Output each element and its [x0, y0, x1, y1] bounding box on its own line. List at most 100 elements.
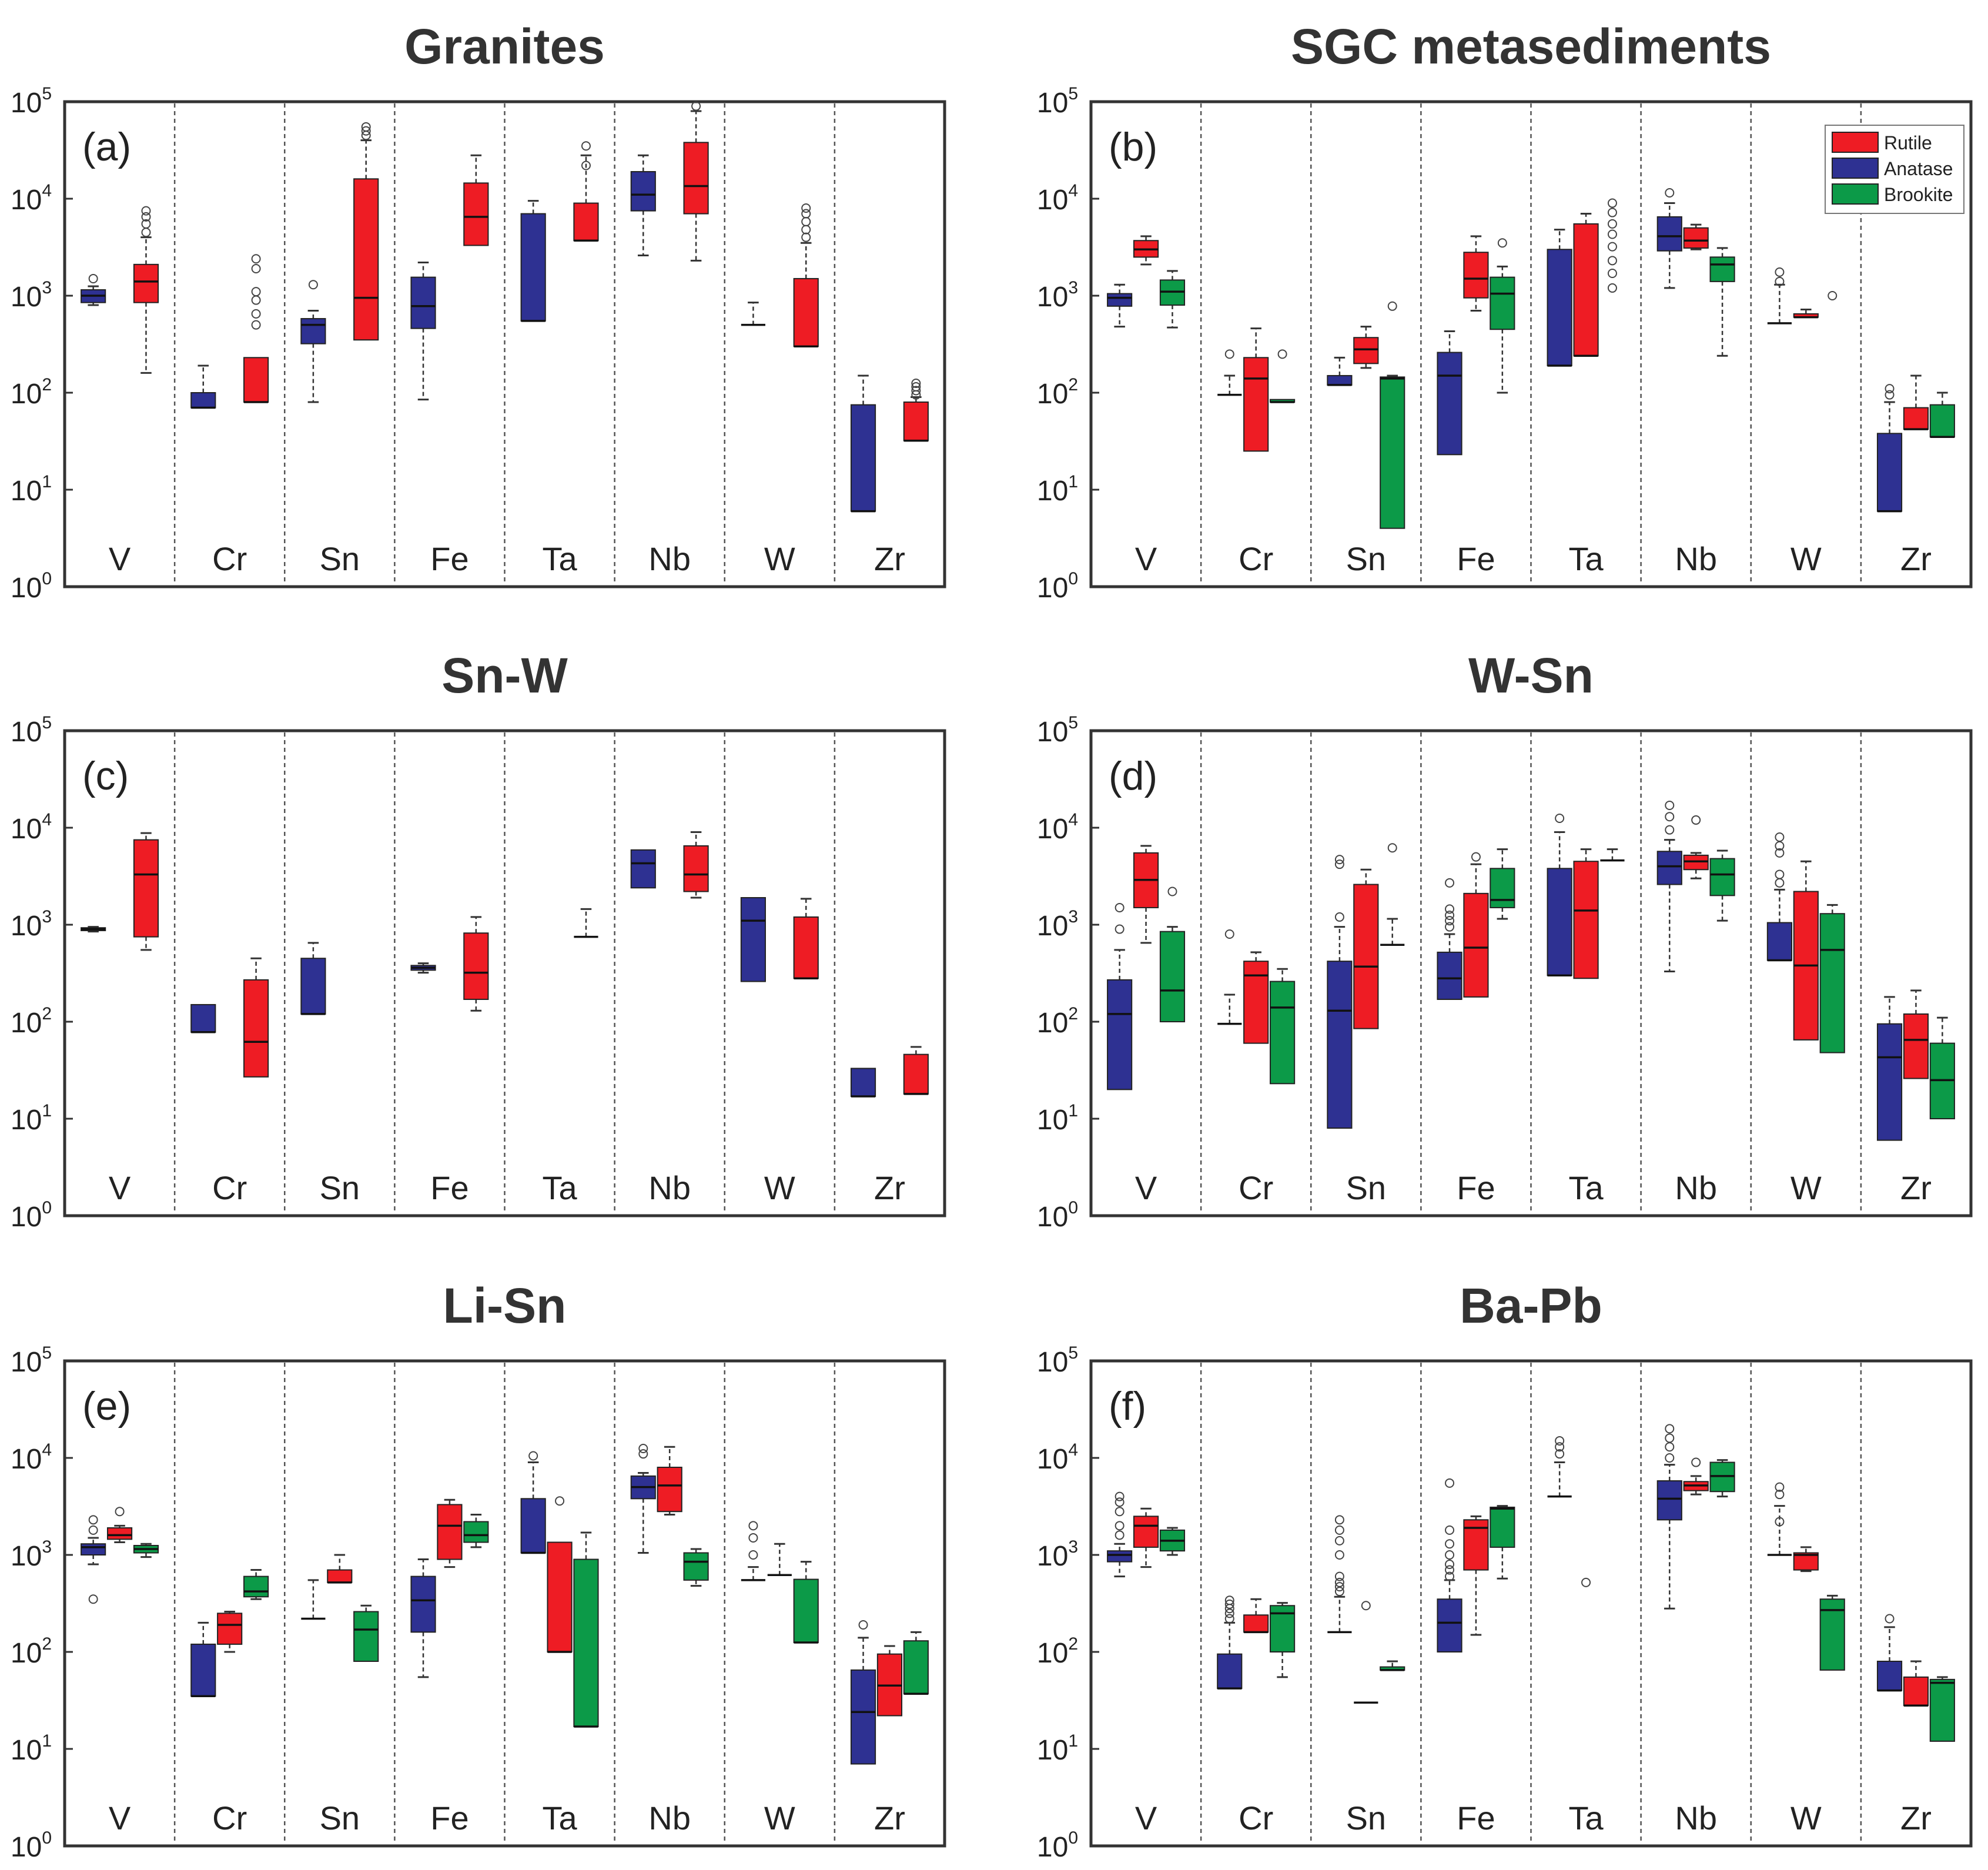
box-Ta-Rutile	[547, 1496, 573, 1653]
box-Sn-Anatase	[1327, 1515, 1352, 1634]
outlier-point	[1445, 878, 1455, 888]
box-W-Anatase	[740, 897, 766, 982]
box-Nb-Rutile	[1683, 1457, 1709, 1496]
element-label-Ta: Ta	[1568, 1799, 1604, 1836]
outlier-point	[1607, 219, 1617, 229]
box-Ta-Brookite	[1600, 848, 1625, 862]
y-tick-label: 103	[1037, 907, 1078, 942]
box-Cr-Anatase	[190, 1003, 216, 1033]
outlier-point	[251, 264, 261, 274]
element-label-Zr: Zr	[874, 540, 905, 577]
box-Zr-Anatase	[1876, 996, 1903, 1141]
iqr-box	[1353, 884, 1379, 1029]
y-tick-label: 103	[1037, 1537, 1078, 1572]
iqr-box	[683, 142, 709, 215]
y-tick-label: 104	[1037, 181, 1078, 216]
outlier-point	[1115, 1491, 1124, 1501]
box-Zr-Brookite	[1929, 1676, 1955, 1742]
iqr-box	[81, 1543, 106, 1556]
element-label-V: V	[1135, 540, 1157, 577]
element-label-V: V	[1135, 1169, 1157, 1206]
legend-swatch-anatase	[1832, 158, 1879, 179]
box-Nb-Brookite	[1709, 247, 1735, 357]
element-label-Sn: Sn	[320, 1799, 360, 1836]
outlier-point	[1115, 1530, 1124, 1540]
box-V-Anatase	[1107, 283, 1133, 328]
box-Cr-Brookite	[243, 1569, 269, 1600]
box-W-Anatase	[741, 302, 765, 326]
element-label-Fe: Fe	[1457, 1169, 1495, 1206]
outlier-point	[1361, 1601, 1371, 1611]
y-tick-label: 100	[1037, 1198, 1078, 1233]
y-tick-label: 101	[1037, 1101, 1078, 1136]
box-Fe-Anatase	[1437, 330, 1462, 456]
box-V-Rutile	[106, 1507, 133, 1543]
element-label-V: V	[109, 1169, 131, 1206]
outlier-point	[1224, 349, 1234, 359]
box-Ta-Rutile	[573, 141, 599, 242]
outlier-point	[1334, 1550, 1344, 1560]
outlier-point	[1691, 815, 1701, 825]
panel-title: Ba-Pb	[1460, 1278, 1602, 1333]
iqr-box	[573, 1558, 599, 1727]
box-Nb-Brookite	[683, 1548, 709, 1587]
box-V-Anatase	[1107, 1491, 1133, 1578]
outlier-point	[1607, 242, 1617, 252]
box-V-Rutile	[133, 206, 159, 374]
iqr-box	[1107, 1550, 1133, 1563]
outlier-point	[1607, 198, 1617, 208]
iqr-box	[850, 1669, 876, 1765]
element-label-Sn: Sn	[320, 540, 360, 577]
outlier-point	[1665, 1424, 1675, 1434]
y-tick-label: 103	[1037, 278, 1078, 313]
outlier-point	[528, 1451, 538, 1461]
panel-label: (c)	[82, 754, 129, 798]
y-tick-label: 103	[11, 907, 52, 942]
outlier-point	[801, 203, 811, 213]
outlier-point	[141, 212, 151, 222]
iqr-box	[903, 1640, 929, 1695]
element-label-Sn: Sn	[1346, 1169, 1387, 1206]
element-label-Cr: Cr	[212, 540, 247, 577]
outlier-point	[1885, 384, 1895, 394]
outlier-point	[1665, 812, 1675, 822]
outlier-point	[88, 1525, 98, 1535]
panel-label: (f)	[1109, 1384, 1146, 1429]
box-Zr-Anatase	[1876, 384, 1903, 513]
outlier-point	[1334, 1525, 1344, 1535]
outlier-point	[1334, 1587, 1344, 1597]
iqr-box	[1463, 252, 1489, 299]
outlier-point	[1471, 852, 1481, 862]
box-Zr-Rutile	[1903, 989, 1929, 1079]
outlier-point	[1387, 843, 1397, 853]
box-Fe-Rutile	[1463, 852, 1489, 998]
iqr-box	[1437, 951, 1462, 1000]
panel-b: SGC metasediments 100 101 102 103 104 105 V Cr Sn…	[1037, 19, 1973, 604]
box-Nb-Rutile	[1683, 815, 1709, 879]
outlier-point	[801, 232, 811, 242]
legend-label-brookite: Brookite	[1884, 184, 1953, 205]
box-W-Brookite	[1819, 1594, 1845, 1671]
outlier-point	[1224, 929, 1234, 939]
element-label-Nb: Nb	[648, 1799, 691, 1836]
box-V-Rutile	[1133, 845, 1159, 944]
box-V-Anatase	[81, 1515, 106, 1604]
outlier-point	[1334, 855, 1344, 865]
y-tick-label: 104	[11, 181, 52, 216]
outlier-point	[361, 122, 371, 132]
outlier-point	[1277, 349, 1287, 359]
box-V-Brookite	[1159, 887, 1186, 1022]
box-Cr-Rutile	[1243, 327, 1269, 452]
box-Zr-Brookite	[903, 1631, 929, 1695]
outlier-point	[1828, 291, 1838, 300]
box-Ta-Anatase	[1547, 229, 1572, 367]
iqr-box	[793, 1578, 819, 1644]
y-tick-label: 102	[1037, 1004, 1078, 1039]
element-label-Zr: Zr	[874, 1169, 905, 1206]
outlier-point	[251, 309, 261, 319]
outlier-point	[1334, 912, 1344, 922]
box-Ta-Rutile	[1581, 1577, 1591, 1587]
box-V-Brookite	[1159, 270, 1186, 329]
element-label-Fe: Fe	[430, 540, 468, 577]
iqr-box	[190, 1643, 216, 1697]
